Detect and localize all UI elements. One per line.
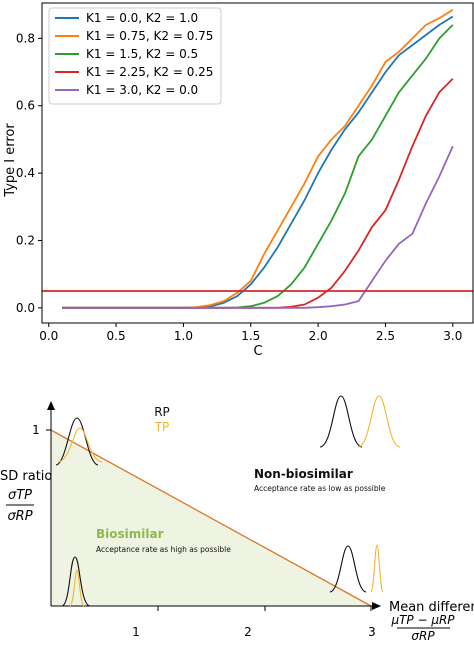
tp-distribution-bottom-right bbox=[370, 544, 384, 593]
biosimilarity-diagram: 1 2 3 1 SD ratio σTP σRP Mean difference… bbox=[0, 395, 474, 643]
non-biosimilar-description: Acceptance rate as low as possible bbox=[254, 484, 386, 493]
axis-ticks: 0.0 0.5 1.0 1.5 2.0 2.5 3.0 0.0 0.2 0.4 0.6 0.8 bbox=[16, 31, 462, 343]
y-axis-arrow bbox=[47, 401, 55, 410]
x-tick-label-3: 3 bbox=[368, 625, 376, 639]
rp-distribution-top-right bbox=[319, 395, 363, 448]
legend-label-k1-15: K1 = 1.5, K2 = 0.5 bbox=[86, 47, 198, 61]
legend-label-k1-225: K1 = 2.25, K2 = 0.25 bbox=[86, 65, 213, 79]
rp-distribution-bottom-left bbox=[61, 556, 91, 607]
legend-label-k1-075: K1 = 0.75, K2 = 0.75 bbox=[86, 29, 213, 43]
x-tick-label: 2.5 bbox=[376, 329, 395, 343]
legend-box bbox=[48, 7, 222, 105]
x-tick-label: 3.0 bbox=[443, 329, 462, 343]
rp-distribution-top-left bbox=[55, 417, 99, 466]
legend-rp-label: RP bbox=[154, 405, 170, 419]
sd-ratio-label: SD ratio bbox=[0, 469, 52, 484]
x-tick-label: 0.0 bbox=[39, 329, 58, 343]
tp-distribution-top-right bbox=[357, 395, 401, 448]
sd-ratio-numerator: σTP bbox=[8, 488, 32, 503]
x-tick-label: 1.0 bbox=[174, 329, 193, 343]
y-tick-label: 0.2 bbox=[16, 233, 35, 247]
legend-label-k1-3: K1 = 3.0, K2 = 0.0 bbox=[86, 83, 198, 97]
y-tick-label: 0.6 bbox=[16, 99, 35, 113]
x-axis-arrow bbox=[372, 602, 381, 610]
sd-ratio-denominator: σRP bbox=[7, 509, 32, 524]
x-tick-label: 2.0 bbox=[309, 329, 328, 343]
mean-difference-label: Mean difference bbox=[389, 600, 474, 615]
tp-distribution-top-left bbox=[57, 427, 103, 463]
non-biosimilar-label: Non-biosimilar bbox=[254, 467, 353, 481]
plot-frame bbox=[41, 2, 474, 324]
series-line-5 bbox=[62, 145, 454, 309]
legend-label-k1-0: K1 = 0.0, K2 = 1.0 bbox=[86, 11, 198, 25]
y-tick-label: 0.8 bbox=[16, 31, 35, 45]
legend-tp-label: TP bbox=[154, 420, 170, 434]
x-tick-label-1: 1 bbox=[132, 625, 140, 639]
x-tick-label: 1.5 bbox=[241, 329, 260, 343]
acceptance-boundary-line bbox=[50, 429, 372, 607]
biosimilar-description: Acceptance rate as high as possible bbox=[96, 545, 231, 554]
legend: K1 = 0.0, K2 = 1.0 K1 = 0.75, K2 = 0.75 … bbox=[48, 7, 222, 105]
x-tick-label-2: 2 bbox=[244, 625, 252, 639]
y-tick-label: 0.4 bbox=[16, 166, 35, 180]
y-tick-label-1: 1 bbox=[32, 423, 40, 437]
tp-distribution-bottom-left bbox=[69, 569, 85, 607]
x-tick-label: 0.5 bbox=[107, 329, 126, 343]
type-one-error-chart: Type I error C 0.0 0.5 1.0 1.5 2.0 2.5 3.00.00… bbox=[3, 2, 474, 359]
x-axis-label: C bbox=[253, 344, 262, 359]
biosimilar-label: Biosimilar bbox=[96, 527, 164, 541]
y-tick-label: 0.0 bbox=[16, 301, 35, 315]
series-line-4 bbox=[62, 78, 454, 309]
y-axis-label: Type I error bbox=[3, 123, 18, 198]
series-group bbox=[42, 8, 473, 309]
rp-distribution-bottom-right bbox=[329, 545, 367, 593]
mean-difference-numerator: μTP − μRP bbox=[390, 613, 455, 627]
mean-difference-denominator: σRP bbox=[411, 629, 435, 642]
